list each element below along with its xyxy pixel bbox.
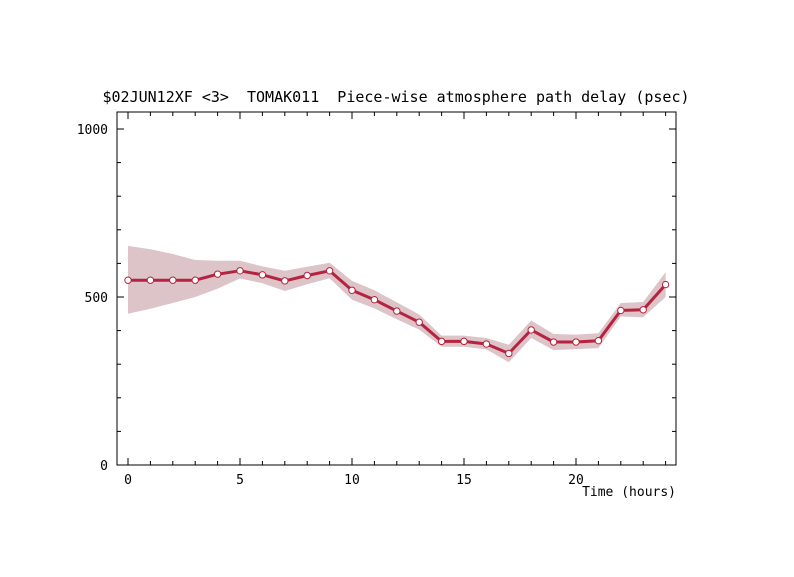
x-tick-label: 0 [124, 473, 132, 488]
data-point [437, 337, 446, 346]
y-tick-label: 500 [85, 291, 108, 306]
data-point [527, 326, 535, 334]
data-point [594, 336, 603, 345]
data-point [281, 277, 289, 285]
data-point [303, 271, 311, 280]
data-point [236, 267, 244, 275]
data-point [370, 295, 379, 304]
data-point [505, 349, 513, 358]
tick-layer [117, 112, 676, 466]
marker-layer [124, 267, 670, 358]
y-tick-label: 1000 [77, 123, 108, 138]
data-point [258, 271, 267, 279]
data-point [325, 267, 334, 275]
data-point [460, 337, 468, 346]
data-point [415, 318, 423, 326]
x-tick-label: 10 [344, 473, 360, 488]
data-point [617, 306, 625, 315]
data-point [348, 286, 356, 294]
data-point [482, 340, 491, 348]
data-point [393, 307, 401, 315]
x-tick-label: 15 [456, 473, 472, 488]
x-tick-label: 5 [236, 473, 244, 488]
y-tick-labels: 0 500 1000 [77, 123, 108, 474]
data-point [549, 338, 558, 346]
x-tick-labels: 0 5 10 15 20 [124, 473, 584, 488]
chart-title: $02JUN12XF <3> TOMAK011 Piece-wise atmos… [103, 88, 690, 106]
y-tick-label: 0 [100, 459, 108, 474]
data-point [572, 338, 580, 346]
data-point [213, 270, 222, 278]
data-point [639, 306, 647, 314]
x-axis-label: Time (hours) [582, 485, 676, 500]
error-band [128, 245, 666, 363]
data-point [191, 276, 199, 284]
x-tick-label: 20 [568, 473, 584, 488]
data-point [146, 276, 155, 284]
data-point [169, 276, 177, 284]
data-point [661, 280, 670, 289]
error-band-layer [128, 245, 666, 363]
data-point [124, 276, 132, 284]
